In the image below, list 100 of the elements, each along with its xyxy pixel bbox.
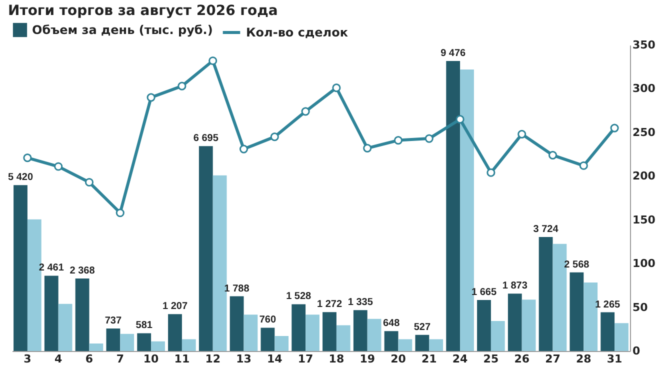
point	[518, 130, 526, 138]
bar	[168, 314, 182, 351]
bar	[538, 237, 553, 351]
bar	[244, 314, 258, 351]
x-tick-label: 3	[24, 352, 32, 366]
y2-tick-label: 150	[632, 213, 656, 226]
point	[270, 132, 279, 142]
bar	[490, 321, 505, 351]
bar	[58, 304, 72, 351]
data-label: 3 724	[533, 224, 559, 236]
point	[548, 150, 558, 160]
y2-tick-label: 0	[632, 344, 640, 358]
bar	[446, 61, 460, 351]
data-label: 1 528	[286, 291, 312, 302]
bar	[600, 312, 615, 351]
data-label: 6 695	[193, 133, 219, 144]
y2-tick-label: 50	[632, 300, 648, 314]
y2-tick-label: 200	[632, 170, 656, 183]
x-tick-label: 18	[328, 352, 344, 366]
x-tick-label: 26	[514, 352, 530, 366]
point	[84, 178, 94, 187]
point	[424, 134, 434, 143]
x-tick-label: 6	[85, 352, 94, 366]
data-label: 581	[136, 320, 153, 332]
point	[239, 144, 248, 154]
point	[456, 115, 464, 124]
bar	[306, 314, 320, 351]
bar	[570, 272, 584, 351]
bar	[522, 300, 536, 351]
bar	[292, 304, 306, 351]
y2-tick-label: 250	[632, 126, 656, 139]
bar	[460, 69, 474, 351]
x-tick-label: 13	[236, 352, 252, 366]
data-label: 1 665	[471, 287, 497, 298]
x-tick-label: 31	[606, 352, 622, 366]
data-label: 1 207	[162, 301, 188, 312]
data-label: 1 873	[502, 280, 528, 292]
x-tick-label: 28	[576, 352, 592, 366]
x-tick-label: 24	[452, 352, 468, 366]
point	[116, 208, 124, 218]
bar	[230, 296, 244, 351]
point	[208, 56, 218, 66]
x-tick-label: 7	[116, 352, 124, 366]
point	[579, 161, 588, 170]
x-tick-label: 10	[143, 352, 160, 366]
bar	[14, 185, 28, 351]
point	[146, 93, 156, 102]
x-tick-label: 14	[266, 352, 283, 366]
data-label: 2 461	[38, 262, 64, 274]
point	[486, 168, 496, 177]
bar	[508, 294, 522, 351]
x-tick-label: 20	[390, 352, 406, 366]
point	[178, 82, 186, 90]
data-label: 1 788	[224, 283, 250, 294]
data-label: 760	[259, 314, 276, 326]
x-tick-label: 21	[421, 352, 437, 366]
bar	[614, 323, 628, 351]
data-label: 1 335	[348, 297, 374, 308]
bar	[353, 310, 368, 351]
data-label: 648	[382, 318, 400, 330]
x-tick-label: 4	[54, 352, 63, 366]
data-label: 737	[104, 315, 122, 326]
bar	[384, 331, 398, 351]
bar	[89, 344, 104, 351]
data-label: 2 368	[70, 266, 96, 277]
bar	[260, 328, 275, 351]
chart-title: Итоги торгов за август 2026 года	[8, 3, 278, 19]
x-tick-label: 17	[298, 352, 314, 366]
bar	[429, 339, 444, 351]
bar	[198, 146, 213, 351]
bar	[75, 278, 90, 351]
data-label: 1 265	[595, 299, 621, 310]
x-tick-label: 12	[205, 352, 221, 366]
bar	[182, 339, 196, 351]
bar	[477, 300, 491, 351]
data-label: 9 476	[440, 48, 466, 60]
x-tick-label: 25	[483, 352, 499, 366]
point	[394, 136, 403, 145]
legend-label: Кол-во сделок	[246, 26, 348, 40]
x-tick-label: 27	[545, 352, 560, 366]
data-label: 5 420	[8, 172, 34, 184]
data-label: 527	[414, 322, 431, 333]
bar	[415, 334, 430, 351]
y2-tick-label: 300	[632, 82, 656, 96]
point	[610, 124, 619, 132]
data-label: 2 568	[564, 259, 590, 270]
y2-tick-label: 350	[632, 38, 656, 52]
x-tick-label: 19	[360, 352, 376, 366]
point	[23, 154, 32, 162]
bar	[274, 336, 289, 351]
data-label: 1 272	[316, 299, 342, 310]
bar	[106, 328, 120, 351]
point	[54, 162, 63, 171]
bar	[336, 325, 350, 351]
y2-tick-label: 100	[632, 257, 656, 270]
x-tick-label: 11	[174, 352, 190, 366]
bar	[367, 318, 382, 351]
bar	[137, 333, 152, 351]
bar	[44, 276, 58, 351]
legend-label: Объем за день (тыс. руб.)	[32, 23, 213, 37]
